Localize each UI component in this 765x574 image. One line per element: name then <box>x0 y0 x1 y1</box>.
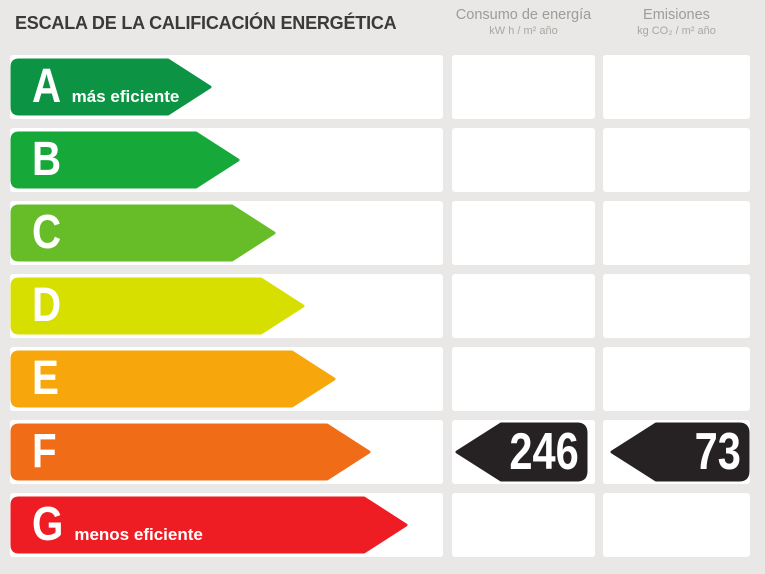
consumo-cell <box>452 274 595 338</box>
emisiones-value-marker: 73 <box>610 422 750 482</box>
emisiones-column-label: Emisiones <box>643 7 710 23</box>
rating-label-line: B <box>32 128 432 192</box>
rating-letter: C <box>32 206 62 259</box>
rating-note: menos eficiente <box>74 525 203 544</box>
rating-track: E <box>10 347 443 411</box>
rating-track: F <box>10 420 443 484</box>
rating-letter: G <box>32 498 64 551</box>
consumo-value: 246 <box>509 423 579 481</box>
consumo-value-marker: 246 <box>455 422 588 482</box>
rating-label-line: D <box>32 274 432 338</box>
emisiones-cell <box>603 55 750 119</box>
rating-arrow-a <box>10 58 212 116</box>
rating-arrow-f <box>10 423 371 481</box>
rating-track: D <box>10 274 443 338</box>
rating-arrow-d <box>10 277 305 335</box>
rating-track: C <box>10 201 443 265</box>
rating-letter: F <box>32 425 57 478</box>
rating-letter: D <box>32 279 62 332</box>
consumo-cell <box>452 55 595 119</box>
rating-label-line: C <box>32 201 432 265</box>
consumo-cell <box>452 493 595 557</box>
consumo-column-header: Consumo de energía kW h / m² año <box>452 7 595 38</box>
emisiones-cell: 73 <box>603 420 750 484</box>
rating-arrow-g <box>10 496 408 554</box>
consumo-cell <box>452 201 595 265</box>
page-title: ESCALA DE LA CALIFICACIÓN ENERGÉTICA <box>15 13 397 33</box>
rating-row-d: D <box>0 274 765 338</box>
emisiones-column-header: Emisiones kg CO₂ / m² año <box>603 7 750 38</box>
consumo-column-label: Consumo de energía <box>455 7 592 23</box>
emisiones-cell <box>603 493 750 557</box>
rating-track: B <box>10 128 443 192</box>
emisiones-column-unit: kg CO₂ / m² año <box>637 25 716 37</box>
rating-row-e: E <box>0 347 765 411</box>
rating-arrow-e <box>10 350 336 408</box>
emisiones-cell <box>603 274 750 338</box>
rating-letter: B <box>32 133 62 186</box>
consumo-cell <box>452 347 595 411</box>
left-arrow-icon <box>455 422 588 482</box>
rating-label-line: E <box>32 347 432 411</box>
left-arrow-icon <box>610 422 750 482</box>
emisiones-value: 73 <box>694 423 741 481</box>
rating-note: más eficiente <box>71 87 180 106</box>
emisiones-cell <box>603 347 750 411</box>
consumo-cell <box>452 128 595 192</box>
rating-row-f: F 246 73 <box>0 420 765 484</box>
rating-arrow-b <box>10 131 240 189</box>
consumo-cell: 246 <box>452 420 595 484</box>
rating-row-b: B <box>0 128 765 192</box>
rating-row-c: C <box>0 201 765 265</box>
rating-letter: E <box>32 352 59 405</box>
rating-label-line: F <box>32 420 432 484</box>
emisiones-cell <box>603 201 750 265</box>
rating-letter: A <box>32 60 62 113</box>
consumo-column-unit: kW h / m² año <box>489 25 558 37</box>
rating-arrow-c <box>10 204 276 262</box>
emisiones-cell <box>603 128 750 192</box>
